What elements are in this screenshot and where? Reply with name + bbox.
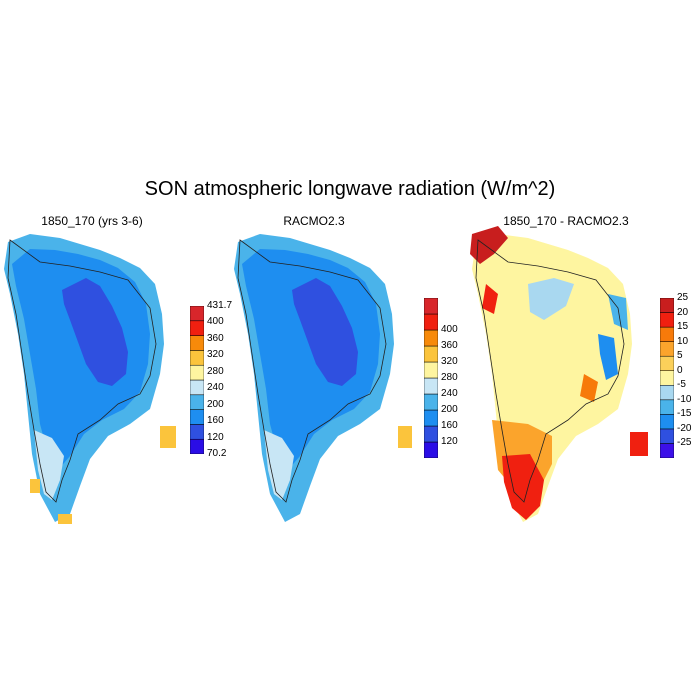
colorbar-swatch xyxy=(424,298,438,315)
colorbar-difference xyxy=(660,298,674,458)
colorbar-swatch xyxy=(190,350,204,366)
colorbar-tick-label: -5 xyxy=(677,379,686,391)
colorbar-swatch xyxy=(190,306,204,322)
colorbar-swatch xyxy=(190,409,204,425)
colorbar-tick-label: 120 xyxy=(207,431,224,443)
colorbar-model xyxy=(190,306,204,454)
map-panel-racmo xyxy=(234,234,412,522)
colorbar-swatch xyxy=(424,441,438,458)
colorbar-swatch xyxy=(660,370,674,386)
panel-title-model: 1850_170 (yrs 3-6) xyxy=(41,214,143,228)
colorbar-tick-label: 0 xyxy=(677,364,683,376)
colorbar-swatch xyxy=(424,425,438,443)
colorbar-tick-label: 25 xyxy=(677,292,689,303)
colorbar-swatch xyxy=(190,320,204,336)
colorbar-tick-label: 70.2 xyxy=(207,448,227,459)
colorbar-tick-label: 200 xyxy=(207,398,224,410)
colorbar-racmo xyxy=(424,298,438,458)
colorbar-swatch xyxy=(424,377,438,395)
colorbar-tick-label: 431.7 xyxy=(207,300,233,311)
colorbar-tick-label: 400 xyxy=(207,316,224,328)
colorbar-tick-label: 160 xyxy=(207,415,224,427)
colorbar-tick-label: 5 xyxy=(677,350,683,362)
colorbar-tick-label: 20 xyxy=(677,306,689,318)
colorbar-swatch xyxy=(660,428,674,444)
panel-title-racmo: RACMO2.3 xyxy=(283,214,345,228)
colorbar-swatch xyxy=(424,345,438,363)
colorbar-swatch xyxy=(660,355,674,371)
colorbar-swatch xyxy=(424,329,438,347)
colorbar-swatch xyxy=(190,364,204,381)
colorbar-tick-label: 240 xyxy=(441,388,458,399)
map-panel-difference xyxy=(470,226,648,522)
colorbar-swatch xyxy=(660,298,674,313)
colorbar-swatch xyxy=(424,409,438,427)
colorbar-tick-label: 360 xyxy=(441,340,458,351)
colorbar-swatch xyxy=(190,438,204,454)
colorbar-tick-label: -20 xyxy=(677,422,692,434)
colorbar-tick-label: 160 xyxy=(441,420,458,431)
colorbar-tick-label: 120 xyxy=(441,436,458,447)
colorbar-tick-label: 280 xyxy=(207,365,224,377)
colorbar-swatch xyxy=(424,313,438,331)
colorbar-tick-label: 360 xyxy=(207,332,224,344)
colorbar-swatch xyxy=(660,414,674,430)
colorbar-swatch xyxy=(660,341,674,357)
colorbar-tick-label: 200 xyxy=(441,404,458,415)
colorbar-swatch xyxy=(190,379,204,396)
colorbar-tick-label: 240 xyxy=(207,382,224,394)
colorbar-tick-label: 320 xyxy=(207,349,224,361)
colorbar-swatch xyxy=(190,335,204,351)
colorbar-tick-label: 280 xyxy=(441,372,458,383)
colorbar-tick-label: 400 xyxy=(441,324,458,335)
colorbar-swatch xyxy=(424,393,438,411)
colorbar-tick-label: 10 xyxy=(677,335,689,347)
figure-title: SON atmospheric longwave radiation (W/m^… xyxy=(144,178,556,200)
colorbar-swatch xyxy=(190,424,204,440)
colorbar-swatch xyxy=(424,361,438,379)
colorbar-tick-label: 320 xyxy=(441,356,458,367)
colorbar-tick-label: -25 xyxy=(677,437,692,449)
colorbar-swatch xyxy=(660,312,674,328)
colorbar-swatch xyxy=(660,326,674,342)
colorbar-tick-label: 15 xyxy=(677,321,689,333)
colorbar-swatch xyxy=(660,399,674,415)
map-panel-model xyxy=(4,234,176,524)
colorbar-swatch xyxy=(660,443,674,458)
colorbar-swatch xyxy=(190,394,204,410)
colorbar-swatch xyxy=(660,385,674,401)
colorbar-tick-label: -10 xyxy=(677,393,692,405)
colorbar-tick-label: -15 xyxy=(677,408,692,420)
panel-title-difference: 1850_170 - RACMO2.3 xyxy=(503,214,629,228)
